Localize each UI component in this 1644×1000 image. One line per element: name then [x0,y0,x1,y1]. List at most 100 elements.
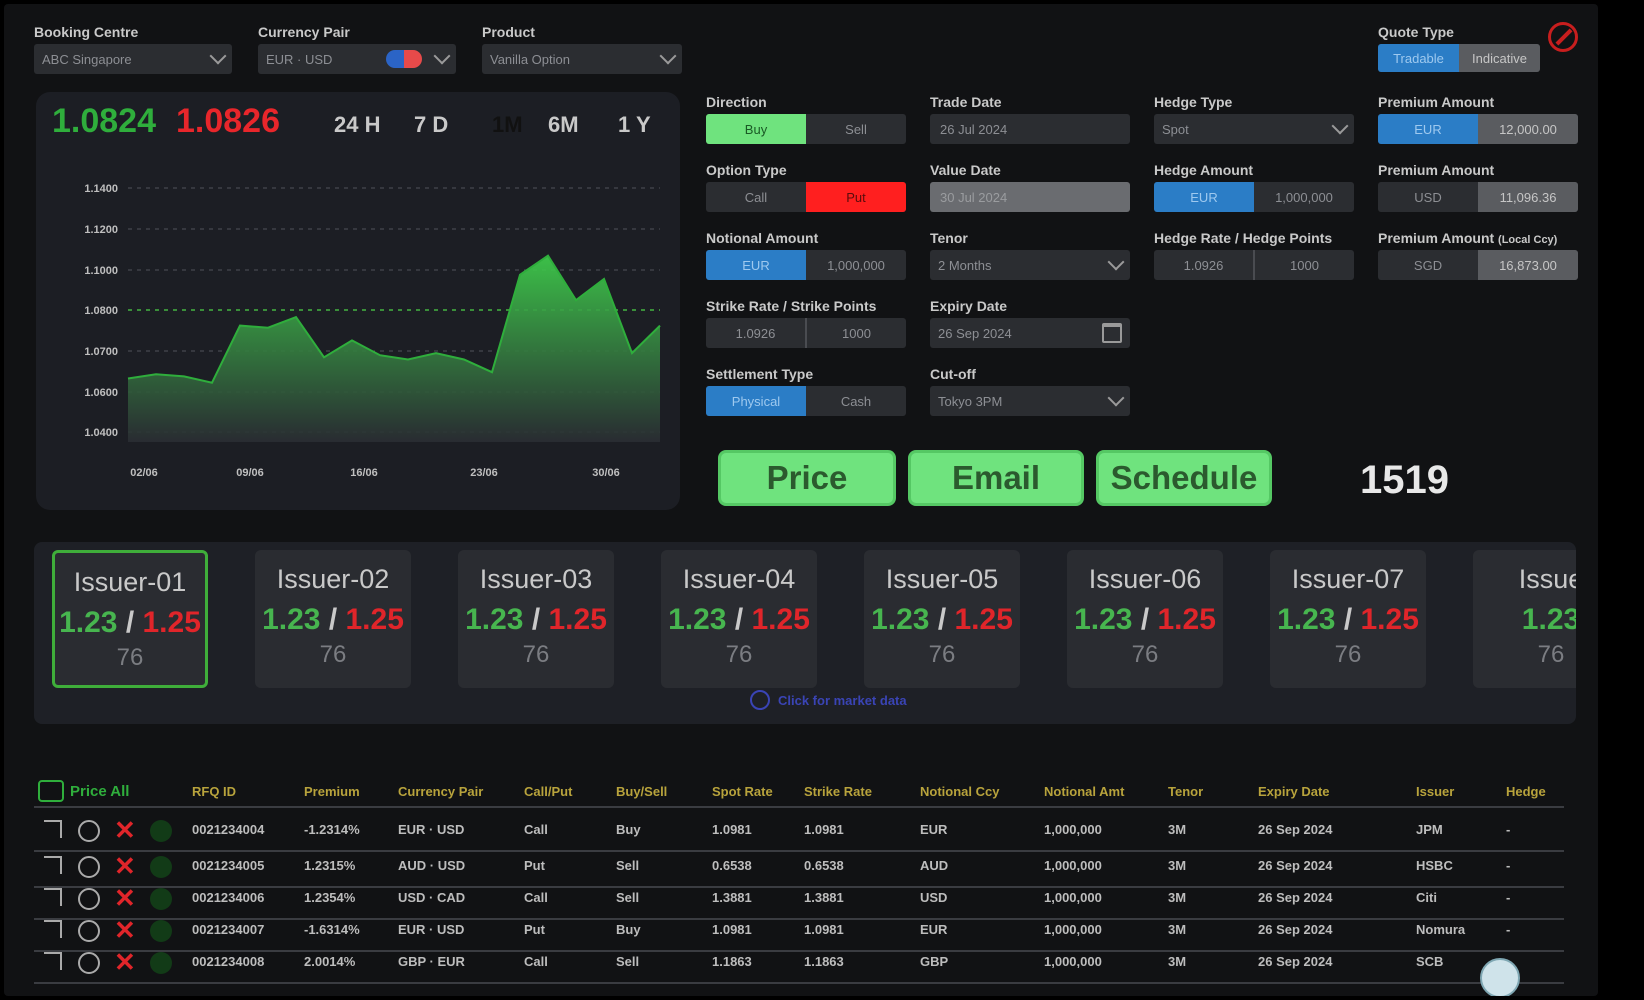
hedge-points-value[interactable]: 1000 [1290,257,1319,273]
whatsapp-icon[interactable] [78,856,100,883]
premium-amount-field-1[interactable]: EUR 12,000.00 [1378,114,1578,144]
market-data-link[interactable]: Click for market data [750,690,907,710]
range-tab-1m[interactable]: 1M [492,112,523,137]
premium-amount-field-2[interactable]: USD 11,096.36 [1378,182,1578,212]
strike-rate-value[interactable]: 1.0926 [706,318,807,348]
range-tab-24h[interactable]: 24 H [334,112,381,137]
product-select[interactable]: Vanilla Option [482,44,682,74]
table-cell: 0021234006 [192,890,265,905]
settlement-cash[interactable]: Cash [840,393,872,409]
column-header[interactable]: Notional Amt [1044,784,1125,799]
delete-icon[interactable]: ✕ [114,947,136,977]
whatsapp-icon[interactable] [78,820,100,847]
expand-icon[interactable] [44,920,62,943]
hedge-amount-ccy[interactable]: EUR [1154,182,1254,212]
booking-centre-select[interactable]: ABC Singapore [34,44,232,74]
issuer-card[interactable]: Issuer-05 1.23 / 1.25 76 [864,550,1020,688]
notional-amount-value[interactable]: 1,000,000 [827,257,885,273]
expiry-date-field[interactable]: 26 Sep 2024 [930,318,1130,348]
quote-type-tradable[interactable]: Tradable [1378,44,1459,72]
table-cell: Call [524,822,548,837]
column-header[interactable]: Hedge [1506,784,1546,799]
price-button[interactable]: Price [718,450,896,506]
calendar-icon[interactable] [1102,323,1122,343]
issuer-bid: 1.23 [465,603,524,636]
quote-type-toggle[interactable]: Tradable Indicative [1378,44,1540,72]
issuer-card[interactable]: Issuer-01 1.23 / 1.25 76 [52,550,208,688]
quote-type-indicative[interactable]: Indicative [1459,44,1540,72]
value-date-label: Value Date [930,162,1001,178]
column-header[interactable]: Strike Rate [804,784,872,799]
column-header[interactable]: Call/Put [524,784,573,799]
column-header[interactable]: Premium [304,784,360,799]
direction-toggle[interactable]: Buy Sell [706,114,906,144]
trade-date-field[interactable]: 26 Jul 2024 [930,114,1130,144]
delete-icon[interactable]: ✕ [114,815,136,845]
x-tick-label: 30/06 [592,467,620,479]
premium-amount-field-local[interactable]: SGD 16,873.00 [1378,250,1578,280]
avatar[interactable] [1480,958,1520,996]
hedge-rate-value[interactable]: 1.0926 [1154,250,1255,280]
expand-icon[interactable] [44,952,62,975]
notional-ccy[interactable]: EUR [706,250,806,280]
issuer-bid: 1.23 [1074,603,1133,636]
premium-ccy-2[interactable]: USD [1414,189,1442,205]
currency-pair-select[interactable]: EUR · USD [258,44,456,74]
range-tab-1y[interactable]: 1 Y [618,112,651,137]
whatsapp-icon[interactable] [78,952,100,979]
delete-icon[interactable]: ✕ [114,851,136,881]
strike-points-value[interactable]: 1000 [842,325,871,341]
tenor-select[interactable]: 2 Months [930,250,1130,280]
option-type-put[interactable]: Put [806,182,906,212]
delete-icon[interactable]: ✕ [114,883,136,913]
expand-icon[interactable] [44,888,62,911]
column-header[interactable]: Tenor [1168,784,1204,799]
expand-icon[interactable] [44,820,62,843]
status-dot-icon [150,888,172,915]
column-header[interactable]: Currency Pair [398,784,484,799]
column-header[interactable]: Spot Rate [712,784,773,799]
schedule-button[interactable]: Schedule [1096,450,1272,506]
option-type-toggle[interactable]: Call Put [706,182,906,212]
column-header[interactable]: Buy/Sell [616,784,668,799]
column-header[interactable]: Issuer [1416,784,1455,799]
delete-icon[interactable]: ✕ [114,915,136,945]
range-tab-7d[interactable]: 7 D [414,112,449,137]
table-cell: AUD · USD [398,858,466,873]
hedge-rate-field[interactable]: 1.0926 1000 [1154,250,1354,280]
strike-field[interactable]: 1.0926 1000 [706,318,906,348]
hedge-amount-field[interactable]: EUR 1,000,000 [1154,182,1354,212]
direction-sell[interactable]: Sell [845,121,867,137]
cut-off-select[interactable]: Tokyo 3PM [930,386,1130,416]
issuer-card[interactable]: Issuer-02 1.23 / 1.25 76 [255,550,411,688]
hedge-type-select[interactable]: Spot [1154,114,1354,144]
range-tab-6m[interactable]: 6M [548,112,579,137]
issuer-card[interactable]: Issuer-06 1.23 / 1.25 76 [1067,550,1223,688]
expand-icon[interactable] [44,856,62,879]
option-type-call[interactable]: Call [744,189,768,205]
premium-ccy-1[interactable]: EUR [1378,114,1478,144]
premium-ccy-local[interactable]: SGD [1413,257,1443,273]
whatsapp-icon[interactable] [78,888,100,915]
settlement-physical[interactable]: Physical [706,386,806,416]
column-header[interactable]: Expiry Date [1258,784,1330,799]
column-header[interactable]: RFQ ID [192,784,237,799]
table-cell: EUR · USD [398,922,465,937]
column-header[interactable]: Notional Ccy [920,784,1000,799]
notional-amount-field[interactable]: EUR 1,000,000 [706,250,906,280]
direction-buy[interactable]: Buy [706,114,806,144]
email-button[interactable]: Email [908,450,1084,506]
whatsapp-icon[interactable] [78,920,100,947]
edit-icon[interactable] [1548,22,1578,52]
hedge-amount-value[interactable]: 1,000,000 [1275,189,1333,205]
issuer-card[interactable]: Issuer-07 1.23 / 1.25 76 [1270,550,1426,688]
premium-amount-label-1: Premium Amount [1378,94,1495,110]
issuer-card[interactable]: Issuer-04 1.23 / 1.25 76 [661,550,817,688]
settlement-type-toggle[interactable]: Physical Cash [706,386,906,416]
price-all-button[interactable]: Price All [38,780,129,802]
issuer-card[interactable]: Issue 1.23 76 [1473,550,1576,688]
issuer-card[interactable]: Issuer-03 1.23 / 1.25 76 [458,550,614,688]
strike-label: Strike Rate / Strike Points [706,298,877,314]
issuer-bid: 1.23 [668,603,727,636]
issuer-bid: 1.23 [262,603,321,636]
